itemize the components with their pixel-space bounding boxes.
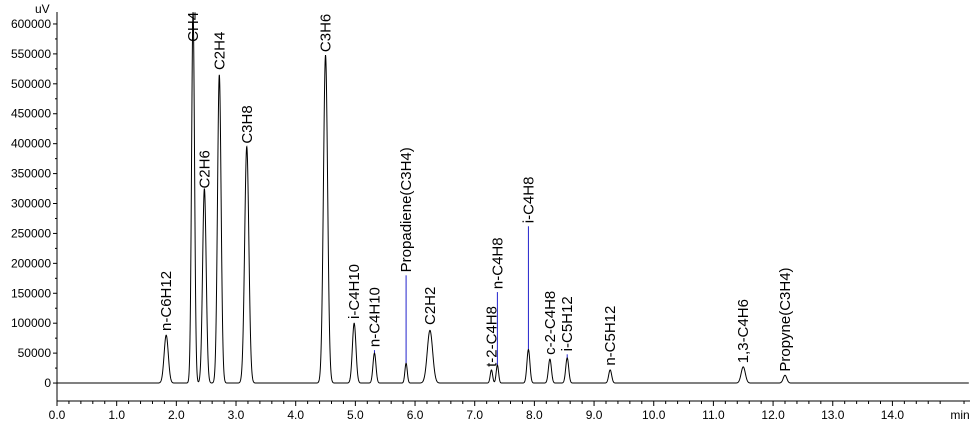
peak-label: c-2-C4H8 [542, 291, 559, 355]
x-tick-label: 9.0 [586, 408, 603, 422]
y-tick-label: 500000 [11, 77, 51, 91]
y-tick-label: 350000 [11, 167, 51, 181]
peak-label: Propyne(C3H4) [777, 267, 794, 371]
y-tick-label: 200000 [11, 256, 51, 270]
y-tick-label: 150000 [11, 286, 51, 300]
peak-label: C3H6 [318, 14, 335, 52]
x-tick-label: 3.0 [228, 408, 245, 422]
peak-labels: n-C6H12 CH4 C2H6 C2H4 C3H8 C3H6 i-C4H10 n-C4H10… [158, 12, 794, 372]
peak-label: n-C5H12 [602, 306, 619, 366]
x-tick-label: 1.0 [108, 408, 125, 422]
y-unit-label: uV [35, 2, 50, 16]
y-tick-label: 600000 [11, 17, 51, 31]
y-tick-label: 550000 [11, 47, 51, 61]
y-tick-label: 100000 [11, 316, 51, 330]
x-tick-label: 8.0 [526, 408, 543, 422]
x-tick-label: 5.0 [347, 408, 364, 422]
y-tick-label: 400000 [11, 137, 51, 151]
peak-label: i-C4H10 [346, 264, 363, 319]
x-tick-label: 10.0 [642, 408, 666, 422]
peak-label: C2H2 [422, 287, 439, 325]
x-tick-label: 14.0 [881, 408, 905, 422]
chromatogram-trace [57, 12, 969, 384]
axes-group: 0 50000 100000 150000 200000 250000 300000 3500… [11, 2, 970, 422]
peak-label: n-C4H8 [489, 237, 506, 289]
peak-label: C2H6 [196, 150, 213, 188]
x-tick-label: 12.0 [761, 408, 785, 422]
x-tick-label: 0.0 [49, 408, 66, 422]
x-tick-label: 11.0 [702, 408, 725, 422]
peak-label: t-2-C4H8 [483, 306, 500, 367]
peak-label: n-C4H10 [366, 287, 383, 347]
peak-label: C2H4 [211, 32, 228, 70]
y-tick-label: 0 [44, 376, 51, 390]
peak-label: i-C5H12 [559, 296, 576, 351]
peak-label: 1,3-C4H6 [735, 299, 752, 363]
peak-label: CH4 [185, 12, 202, 42]
y-tick-label: 300000 [11, 197, 51, 211]
x-tick-label: 4.0 [287, 408, 304, 422]
y-tick-label: 450000 [11, 107, 51, 121]
peak-label: C3H8 [239, 105, 256, 143]
peak-label: Propadiene(C3H4) [398, 147, 415, 272]
trace-group [57, 12, 969, 384]
x-tick-label: 6.0 [407, 408, 424, 422]
y-tick-label: 250000 [11, 226, 51, 240]
x-tick-label: 7.0 [466, 408, 483, 422]
peak-label: i-C4H8 [520, 177, 537, 224]
x-unit-label: min [950, 408, 969, 422]
x-tick-label: 13.0 [821, 408, 845, 422]
peak-label: n-C6H12 [158, 271, 175, 331]
x-tick-label: 2.0 [168, 408, 185, 422]
y-tick-label: 50000 [18, 346, 52, 360]
